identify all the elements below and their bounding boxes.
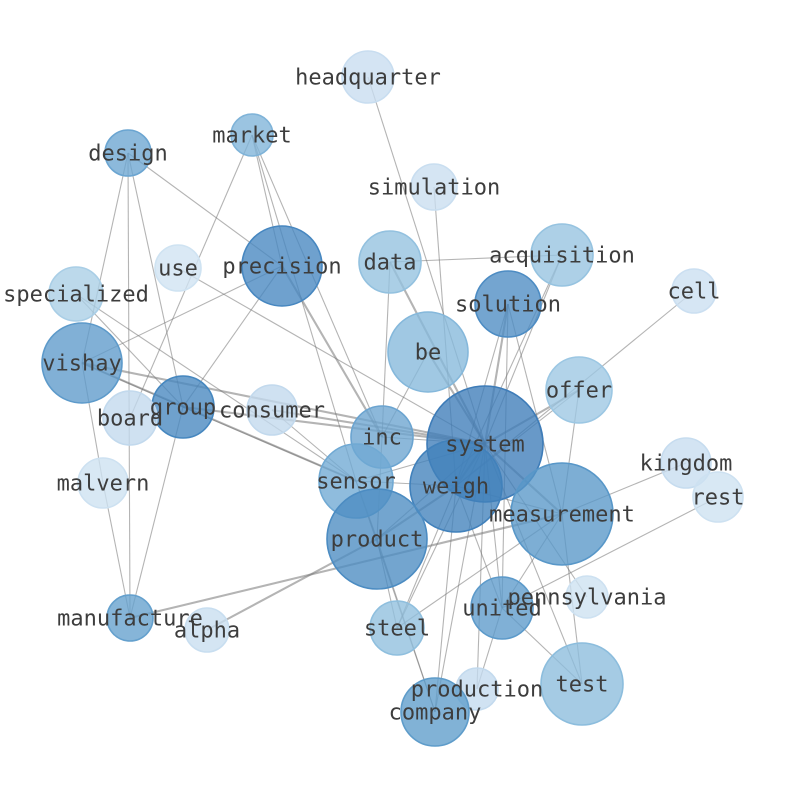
node-circle	[341, 50, 395, 104]
node-circle	[510, 462, 614, 566]
node-circle	[326, 488, 428, 590]
node-circle	[565, 575, 609, 619]
node-circle	[106, 594, 154, 642]
node-layer	[41, 50, 744, 747]
node-circle	[410, 163, 458, 211]
node-circle	[48, 266, 104, 322]
node-circle	[530, 223, 594, 287]
edge-line	[501, 496, 719, 609]
edge-line	[127, 152, 131, 619]
node-circle	[104, 129, 152, 177]
node-circle	[400, 677, 470, 747]
node-circle	[474, 270, 542, 338]
node-circle	[184, 607, 230, 653]
node-circle	[387, 311, 469, 393]
node-circle	[246, 384, 298, 436]
node-circle	[230, 113, 274, 157]
node-circle	[102, 390, 158, 446]
edge-line	[75, 293, 357, 482]
node-circle	[660, 437, 712, 489]
edge-line	[177, 267, 486, 445]
node-circle	[692, 471, 744, 523]
node-circle	[545, 356, 613, 424]
node-circle	[241, 225, 323, 307]
node-circle	[151, 375, 215, 439]
edge-line	[129, 406, 184, 619]
edge-line	[251, 134, 357, 482]
node-circle	[41, 322, 123, 404]
node-circle	[540, 642, 624, 726]
edge-line	[127, 152, 184, 408]
node-circle	[671, 268, 717, 314]
node-circle	[77, 457, 129, 509]
node-circle	[409, 439, 503, 533]
node-circle	[369, 600, 425, 656]
node-circle	[154, 244, 202, 292]
node-circle	[470, 576, 534, 640]
node-circle	[358, 230, 422, 294]
